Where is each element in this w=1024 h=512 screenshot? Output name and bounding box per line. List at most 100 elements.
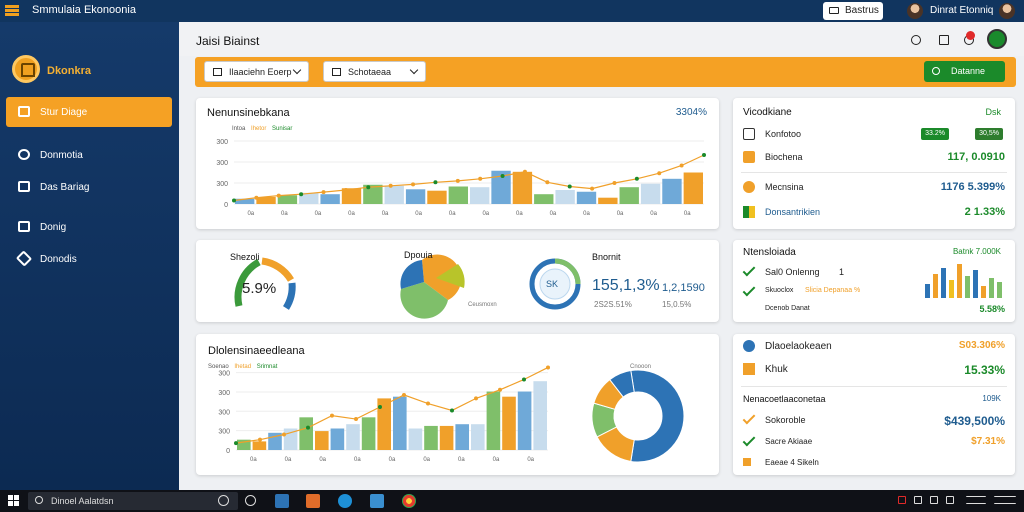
tray-alert-icon[interactable] <box>898 496 906 504</box>
sidebar-item-das-bariag[interactable]: Das Bariag <box>6 172 172 202</box>
detail-row[interactable]: Khuk 15.33% <box>743 361 1007 381</box>
row-label: Donsantrikien <box>765 207 821 217</box>
metric-row[interactable]: Skuoclox Slicia Depanaa % <box>742 283 1007 304</box>
chart-bar <box>455 424 469 450</box>
pie-slice-green <box>400 282 448 319</box>
chart-legend: Soenao Ihetad Srimnat <box>208 364 277 370</box>
detail-row[interactable]: Eaeae 4 Sikeln <box>743 455 1007 475</box>
sidebar-item-donmotia[interactable]: Donmotia <box>6 140 172 170</box>
taskbar-search[interactable]: Dinoel Aalatdsn <box>28 492 238 510</box>
chart-bar <box>377 398 391 450</box>
document-icon <box>332 68 341 76</box>
app-icon[interactable] <box>370 494 384 508</box>
mini-bar-chart <box>925 264 1002 298</box>
search-icon[interactable] <box>218 495 229 506</box>
chart-bar <box>299 417 313 450</box>
pie-caption: Ceusmoxn <box>468 302 497 308</box>
chart-bar <box>277 195 298 204</box>
datanne-button[interactable]: Datanne <box>924 61 1005 82</box>
metric-row[interactable]: Dcenob Danat 5.58% <box>743 302 1007 322</box>
file-explorer-icon[interactable] <box>275 494 289 508</box>
search-icon <box>35 496 43 504</box>
x-tick-label: 0a <box>482 211 489 217</box>
row-label: Dcenob Danat <box>765 305 810 312</box>
row-label: Konfotoo <box>765 129 802 139</box>
filter-dropdown-1[interactable]: Ilaaciehn Eoerp <box>204 61 309 82</box>
row-label: Mecnsina <box>765 182 804 192</box>
chart-bar <box>341 188 362 204</box>
detail-row[interactable]: Sacre Akiaae $7.31% <box>742 433 1007 454</box>
date-icon[interactable] <box>994 496 1016 504</box>
row-label: Dlaoelaokeaen <box>765 341 832 352</box>
chart-bar <box>330 428 345 450</box>
wallet-icon <box>743 128 755 140</box>
account-avatar[interactable] <box>987 29 1007 49</box>
edge-icon[interactable] <box>338 494 352 508</box>
chart-bar <box>448 186 468 204</box>
clock-icon[interactable] <box>966 496 986 504</box>
title-bar: Smmulaia Ekonoonia Bastrus Dinrat Etonni… <box>0 0 1024 22</box>
task-view-icon[interactable] <box>245 495 256 506</box>
tray-volume-icon[interactable] <box>930 496 938 504</box>
x-tick-label: 0a <box>354 457 361 463</box>
trend-point <box>498 387 502 392</box>
trend-point <box>343 188 348 192</box>
legend-item: Ihetad <box>234 364 252 370</box>
tray-battery-icon[interactable] <box>946 496 954 504</box>
app-title: Smmulaia Ekonoonia <box>32 4 136 16</box>
trend-point <box>478 176 483 181</box>
row-value: 1 <box>839 267 845 277</box>
ring-big-value: 155,1,3% <box>592 277 660 294</box>
row-value: 2 1.33% <box>964 206 1005 218</box>
mini-bar <box>997 282 1002 298</box>
detail-row[interactable]: Sokoroble $439,500% <box>742 411 1007 432</box>
trend-point <box>388 183 393 188</box>
mini-bar <box>989 278 994 298</box>
summary-row[interactable]: Donsantrikien 2 1.33% <box>743 204 1007 224</box>
metric-row[interactable]: Sal0 Onlenng 1 <box>742 263 1007 284</box>
donut-chart <box>591 369 685 463</box>
avatar[interactable] <box>907 3 923 19</box>
x-tick-label: 0a <box>423 457 430 463</box>
summary-row[interactable]: Biochena 117, 0.0910 <box>743 149 1007 169</box>
legend-item: Ihetor <box>251 126 267 132</box>
tag-icon <box>743 458 751 466</box>
summary-row[interactable]: Mecnsina 1176 5.399% <box>743 179 1007 199</box>
legend-item: Sunisar <box>272 126 293 132</box>
chrome-icon[interactable] <box>402 494 416 508</box>
x-tick-label: 0a <box>389 457 396 463</box>
card-title: Vicodkiane <box>743 107 792 118</box>
profile-avatar[interactable] <box>999 3 1015 19</box>
square-icon <box>743 363 755 375</box>
y-tick-label: 300 <box>216 181 228 188</box>
summary-row[interactable]: Konfotoo 33.2% 30,5% <box>743 126 1007 146</box>
chart-bar <box>424 425 438 450</box>
store-icon[interactable] <box>306 494 320 508</box>
trend-point <box>612 181 617 185</box>
chart-bar <box>361 417 376 450</box>
windows-start-icon[interactable] <box>8 495 19 506</box>
chart-bar <box>235 198 255 204</box>
trend-point <box>546 365 550 370</box>
menu-icon[interactable] <box>5 5 19 16</box>
sidebar-item-donig[interactable]: Donig <box>6 212 172 242</box>
check-icon <box>742 433 756 447</box>
filter-dropdown-2[interactable]: Schotaeaa <box>323 61 426 82</box>
detail-row[interactable]: Dlaoelaokeaen S03.306% <box>743 338 1007 358</box>
chart-bar <box>517 391 532 450</box>
legend-item: Srimnat <box>256 364 278 370</box>
details-card: Dlaoelaokeaen S03.306% Khuk 15.33% Nenac… <box>733 334 1015 475</box>
refresh-icon[interactable] <box>911 35 921 45</box>
bar-chart-1: 0 300 300 300 0a 0a 0a 0a 0a 0a 0a 0a 0a 0a 0a 0a 0a 0a <box>216 139 706 217</box>
sidebar-item-donodis[interactable]: Donodis <box>6 244 172 274</box>
divider <box>741 386 1007 387</box>
sidebar-item-stur-diage[interactable]: Stur Diage <box>6 97 172 127</box>
chart-value: 3304% <box>675 107 707 118</box>
home-icon[interactable] <box>939 35 949 45</box>
x-tick-label: 0a <box>319 457 326 463</box>
donut-label: Cnooon <box>630 364 652 370</box>
document-icon <box>743 151 755 163</box>
sidebar: Dkonkra Stur Diage Donmotia Das Bariag D… <box>0 22 179 490</box>
top-action-button[interactable]: Bastrus <box>823 2 883 20</box>
tray-network-icon[interactable] <box>914 496 922 504</box>
